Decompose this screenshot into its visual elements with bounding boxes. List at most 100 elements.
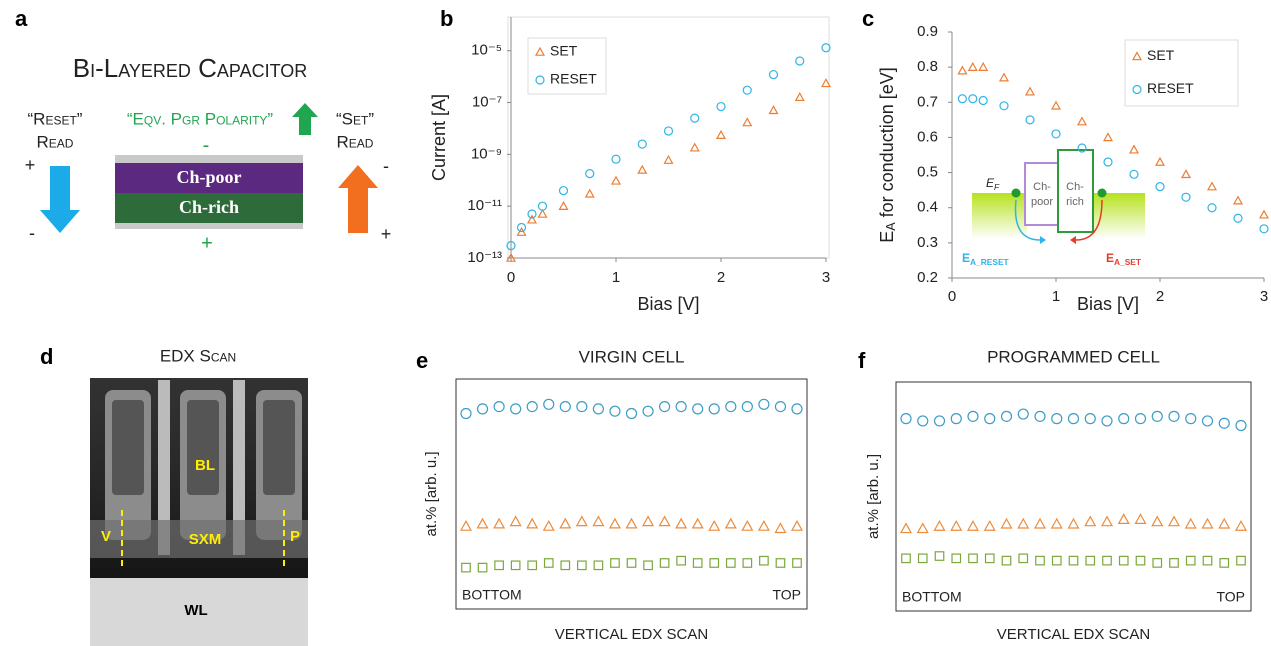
marker: [675, 517, 688, 529]
marker: [1101, 415, 1113, 427]
x-axis-label: Bias [V]: [1077, 294, 1139, 314]
set-arrow: [338, 165, 378, 233]
legend-label: SET: [1147, 47, 1175, 63]
marker: [1154, 156, 1166, 166]
marker: [1034, 410, 1046, 422]
inset-ch-poor: [1024, 162, 1059, 226]
x-tick-label: 3: [822, 269, 830, 286]
marker: [933, 520, 946, 531]
legend-label: SET: [550, 43, 578, 59]
marker: [917, 415, 929, 427]
marker: [609, 405, 621, 417]
panel-a-title: Bi-Layered Capacitor: [73, 53, 308, 83]
marker: [998, 72, 1010, 82]
marker: [901, 553, 911, 564]
legend-marker: [534, 46, 546, 56]
marker: [663, 154, 674, 164]
marker: [494, 560, 504, 571]
marker: [1084, 413, 1096, 425]
marker: [1234, 520, 1248, 531]
marker: [1117, 513, 1130, 525]
marker: [725, 558, 736, 568]
marker: [516, 226, 527, 236]
marker: [1076, 116, 1088, 126]
sem-cell-core: [187, 400, 219, 495]
marker: [741, 401, 753, 413]
marker: [759, 555, 769, 566]
marker: [542, 519, 555, 531]
layer-ch-poor: [115, 163, 303, 193]
inset-poor: Ch-: [1033, 181, 1051, 193]
y-tick-label: 0.2: [917, 269, 938, 286]
inset-ea-reset-sub: A_RESET: [970, 257, 1010, 267]
marker: [934, 551, 945, 561]
inset-ea-reset-main: E: [962, 251, 970, 265]
marker: [527, 560, 538, 571]
marker: [978, 95, 988, 106]
inset-poor: poor: [1031, 196, 1053, 208]
marker: [1068, 555, 1079, 566]
marker: [968, 94, 978, 104]
marker: [689, 142, 700, 152]
marker: [1100, 515, 1114, 527]
panel-d-title: EDX Scan: [160, 346, 236, 365]
marker: [516, 222, 527, 233]
marker: [1018, 553, 1029, 564]
marker: [950, 413, 962, 425]
marker: [1000, 517, 1013, 529]
reset-arrow: [40, 166, 80, 233]
marker: [592, 515, 605, 527]
left-top-sign: +: [25, 155, 36, 175]
marker: [576, 560, 587, 571]
marker: [1103, 157, 1113, 167]
inset-ch-rich: [1057, 149, 1094, 233]
marker: [1219, 558, 1230, 568]
marker: [1085, 555, 1096, 566]
marker: [676, 555, 687, 566]
marker: [526, 517, 539, 529]
marker: [537, 208, 548, 218]
sem-wl-region: [90, 578, 308, 646]
panel-letter: c: [862, 6, 874, 31]
marker: [957, 94, 968, 104]
y-tick-label: 0.4: [917, 199, 938, 216]
marker: [625, 407, 638, 420]
marker: [1035, 555, 1045, 566]
marker: [610, 558, 620, 568]
x-axis-label: Bias [V]: [637, 294, 699, 314]
marker: [1233, 213, 1243, 223]
bl-label: BL: [195, 457, 215, 474]
chart-title: VIRGIN CELL: [579, 347, 685, 366]
marker: [1155, 182, 1165, 192]
sem-cell-core: [263, 400, 295, 495]
marker: [1051, 413, 1063, 425]
plot-frame: [455, 378, 808, 610]
marker: [1050, 517, 1063, 529]
marker: [715, 129, 727, 139]
marker: [690, 113, 700, 123]
marker: [1128, 144, 1140, 154]
polarity-label: “Eqv. Pgr Polarity”: [127, 109, 274, 128]
marker: [957, 65, 968, 75]
marker: [967, 61, 978, 71]
right-top-sign: -: [383, 156, 389, 176]
marker: [1259, 224, 1269, 234]
legend-marker: [1131, 51, 1143, 61]
marker: [978, 61, 989, 71]
marker: [559, 401, 571, 413]
marker: [1201, 517, 1214, 529]
marker: [1129, 169, 1139, 179]
marker: [1218, 417, 1230, 429]
marker: [692, 558, 703, 568]
x-tick-label: 2: [1156, 288, 1164, 305]
marker: [558, 185, 569, 196]
y-tick-label: 10⁻¹³: [467, 249, 502, 266]
marker: [983, 520, 996, 531]
marker: [559, 517, 572, 529]
y-axis-label-rest: for conduction [eV]: [877, 67, 897, 222]
panel-letter: b: [440, 6, 453, 31]
wl-label: WL: [184, 602, 207, 619]
set-read: Read: [337, 132, 374, 151]
